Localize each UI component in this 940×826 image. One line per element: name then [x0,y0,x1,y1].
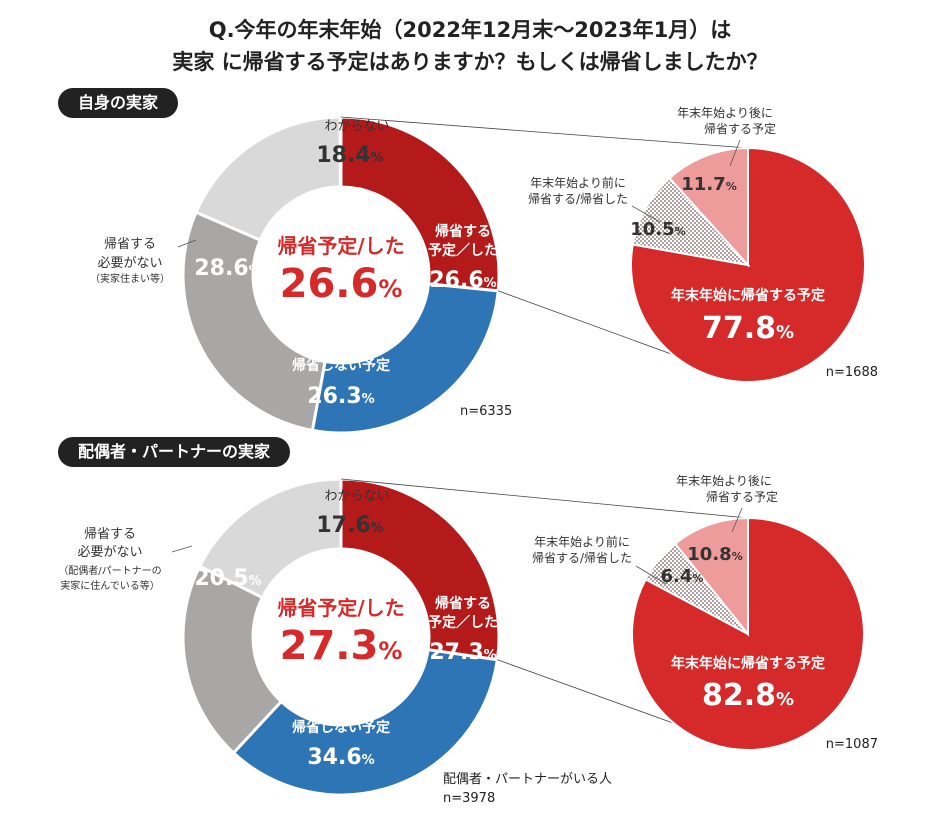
label-no-need-3: （実家住まい等） [90,272,170,285]
sample-size: n=3978 [443,791,495,806]
value-going: 26.6% [429,268,496,293]
connector-line-top [340,116,749,149]
label-not-going: 帰省しない予定 [292,719,390,736]
connector-line-top [340,478,749,519]
breakdown-label-after-2: 帰省する予定 [706,489,778,504]
label-no-need-1: 帰省する [84,526,136,542]
breakdown-value-before: 10.5% [630,219,685,240]
breakdown-label-after-2: 帰省する予定 [704,121,776,136]
sample-note: 配偶者・パートナーがいる人 [443,772,612,787]
donut-slice-dont_know [197,477,343,600]
donut-slice-no_need [181,210,327,433]
value-dont-know: 17.6% [316,513,383,538]
breakdown-sample-size: n=1688 [826,365,878,380]
donut-slice-not_going [310,282,500,435]
breakdown-label-main: 年末年始に帰省する予定 [671,287,825,304]
chart-title: Q.今年の年末年始（2022年12月末〜2023年1月）は 実家 に帰省する予定… [0,14,940,78]
breakdown-slice-after [673,516,749,637]
breakdown-value-after: 10.8% [687,544,742,565]
breakdown-pie-0 [630,146,866,383]
label-dont-know: わからない [324,119,389,134]
label-no-need-3: （配偶者/パートナーの [58,564,161,577]
donut-chart-0 [181,115,501,435]
center-label: 帰省予定/した [277,234,404,258]
breakdown-slice-before [631,176,751,267]
donut-slice-not_going [231,647,500,797]
breakdown-pie-1 [631,516,865,751]
leader-before [631,205,661,223]
label-not-going: 帰省しない予定 [292,357,390,374]
breakdown-value-main: 82.8% [702,678,794,713]
label-no-need-2: 必要がない [77,545,142,560]
leader-no-need [177,239,197,248]
label-going-2: 予定／した [428,614,498,631]
donut-slice-dont_know [194,115,342,243]
label-no-need-1: 帰省する [104,236,156,252]
title-line-2: 実家 に帰省する予定はありますか？もしくは帰省しましたか？ [172,50,768,74]
leader-no-need [171,545,193,553]
value-no-need: 20.5% [194,566,261,591]
breakdown-value-main: 77.8% [702,311,794,346]
leader-before [635,565,667,585]
value-not-going: 34.6% [307,745,374,770]
value-going: 27.3% [429,640,496,665]
center-value: 26.6% [280,261,403,307]
center-label: 帰省予定/した [277,596,404,620]
title-line-1: Q.今年の年末年始（2022年12月末〜2023年1月）は [208,18,732,42]
value-not-going: 26.3% [307,384,374,409]
label-no-need-4: 実家に住んでいる等） [60,579,160,592]
breakdown-label-after-1: 年末年始より後に [676,474,772,488]
breakdown-label-before-2: 帰省する/帰省した [528,192,628,206]
donut-slice-going [339,115,501,293]
leader-after [729,139,741,167]
label-going-2: 予定／した [428,242,498,259]
breakdown-label-before-1: 年末年始より前に [534,534,630,549]
label-going-1: 帰省する [435,595,491,612]
breakdown-value-before: 6.4% [661,566,704,587]
breakdown-label-before-1: 年末年始より前に [530,175,626,190]
section-label-own-home: 自身の実家 [58,88,179,118]
label-dont-know: わからない [324,489,389,504]
donut-slice-no_need [181,564,284,755]
breakdown-value-after: 11.7% [681,174,736,195]
breakdown-slice-after [668,146,749,268]
breakdown-label-before-2: 帰省する/帰省した [532,551,632,565]
center-value: 27.3% [280,623,403,669]
label-no-need-2: 必要がない [97,256,162,271]
donut-slice-going [339,477,501,662]
value-no-need: 28.6% [194,256,261,281]
breakdown-sample-size: n=1087 [826,737,878,752]
leader-after [731,507,743,533]
label-going-1: 帰省する [435,223,491,240]
value-dont-know: 18.4% [316,143,383,168]
donut-chart-1 [181,477,501,797]
breakdown-label-after-1: 年末年始より後に [677,106,773,120]
breakdown-label-main: 年末年始に帰省する予定 [671,655,825,672]
sample-size: n=6335 [460,404,512,419]
section-label-partner-home: 配偶者・パートナーの実家 [58,437,291,467]
